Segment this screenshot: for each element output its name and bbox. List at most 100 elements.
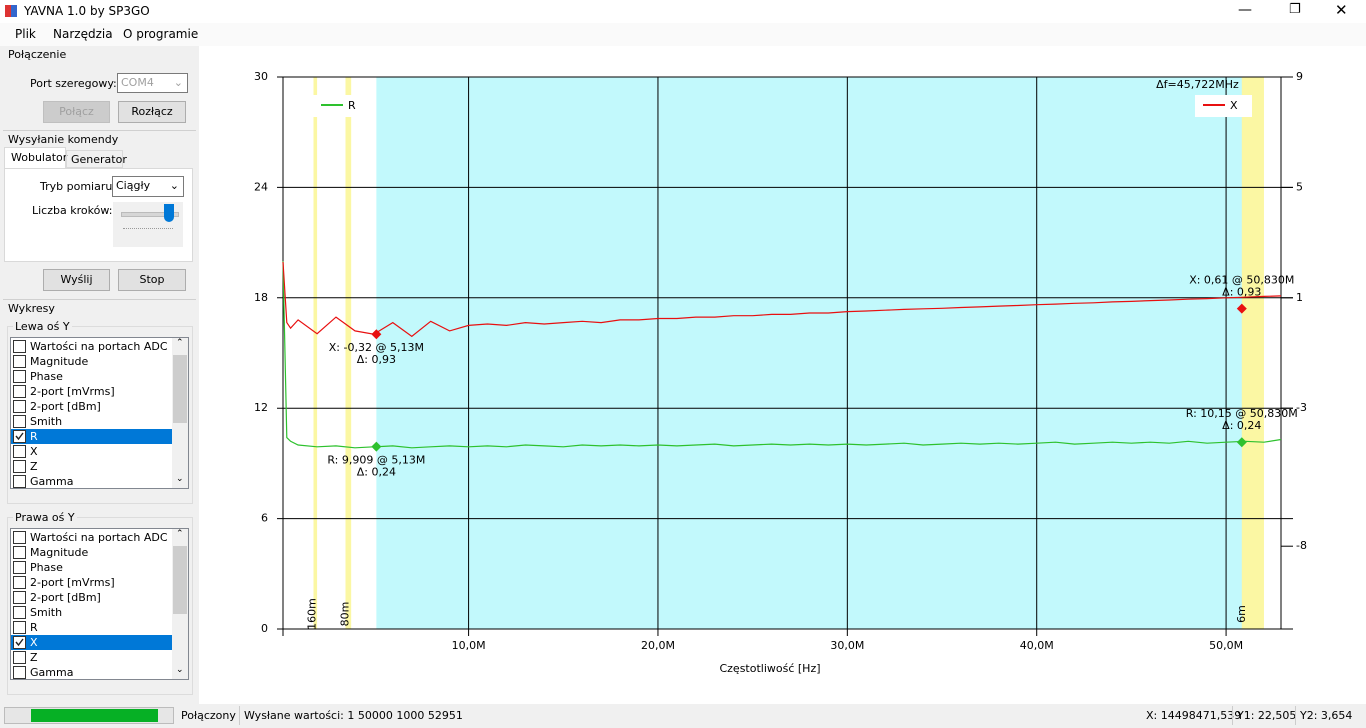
port-combo[interactable]: COM4 ⌄: [117, 73, 188, 93]
list-item[interactable]: Smith: [11, 414, 172, 429]
item-label: 2-port [mVrms]: [30, 385, 115, 398]
y2-tick-label: -8: [1296, 539, 1307, 552]
status-text: X: 14498471,539: [1146, 709, 1242, 722]
tab[interactable]: Generator: [66, 150, 127, 168]
connect-button[interactable]: Połącz: [43, 101, 110, 123]
checkbox[interactable]: [13, 531, 26, 544]
y2-tick-label: 9: [1296, 70, 1303, 83]
band: [345, 77, 352, 629]
tab[interactable]: Wobulator: [4, 147, 67, 168]
y-tick-label: 0: [261, 622, 268, 635]
checkbox[interactable]: [13, 666, 26, 679]
checkbox[interactable]: [13, 355, 26, 368]
checkbox[interactable]: [13, 430, 26, 443]
stop-button[interactable]: Stop: [118, 269, 186, 291]
checkbox[interactable]: [13, 591, 26, 604]
marker: [1236, 437, 1247, 448]
marker-span: [376, 77, 1242, 629]
status-text: Połączony: [181, 709, 236, 722]
checkbox[interactable]: [13, 621, 26, 634]
scrollbar[interactable]: ⌃ ⌄: [172, 338, 188, 488]
title-bar: YAVNA 1.0 by SP3GO — ❐ ✕: [0, 0, 1366, 23]
checkbox[interactable]: [13, 576, 26, 589]
list-item[interactable]: 2-port [mVrms]: [11, 575, 172, 590]
item-label: R: [30, 621, 38, 634]
minimize-button[interactable]: —: [1238, 2, 1252, 18]
band-label: 6m: [1235, 605, 1248, 623]
band: [313, 77, 318, 629]
list-item[interactable]: X: [11, 635, 172, 650]
list-item[interactable]: R: [11, 620, 172, 635]
menu-item[interactable]: Narzędzia: [53, 27, 113, 41]
marker-delta: Δ: 0,93: [1222, 286, 1261, 299]
list-item[interactable]: Wartości na portach ADC: [11, 339, 172, 354]
marker-label: X: 0,61 @ 50,830M: [1189, 274, 1294, 287]
menu-item[interactable]: Plik: [15, 27, 36, 41]
list-item[interactable]: Phase: [11, 560, 172, 575]
checkbox[interactable]: [13, 400, 26, 413]
list-item[interactable]: Z: [11, 459, 172, 474]
group-title: Wysyłanie komendy: [8, 133, 119, 146]
maximize-button[interactable]: ❐: [1289, 2, 1301, 17]
checkbox[interactable]: [13, 561, 26, 574]
checkbox[interactable]: [13, 460, 26, 473]
marker: [371, 441, 382, 452]
checkbox[interactable]: [13, 415, 26, 428]
y-tick-label: 12: [254, 401, 268, 414]
y-tick-label: 24: [254, 180, 268, 193]
y-tick-label: 6: [261, 512, 268, 525]
list-item[interactable]: Magnitude: [11, 545, 172, 560]
checkbox[interactable]: [13, 606, 26, 619]
label: Tryb pomiaru:: [40, 180, 117, 193]
group-box: [7, 517, 193, 695]
item-label: R: [30, 430, 38, 443]
list-item[interactable]: Z: [11, 650, 172, 665]
legend-label: R: [348, 99, 356, 112]
item-label: Magnitude: [30, 355, 89, 368]
list-item[interactable]: 2-port [dBm]: [11, 399, 172, 414]
group-title: Prawa oś Y: [13, 511, 77, 524]
status-bar: Połączony Wysłane wartości: 1 50000 1000…: [0, 704, 1366, 728]
list-item[interactable]: Gamma: [11, 665, 172, 679]
list-item[interactable]: 2-port [dBm]: [11, 590, 172, 605]
item-label: Smith: [30, 606, 63, 619]
list-item[interactable]: X: [11, 444, 172, 459]
list-item[interactable]: Smith: [11, 605, 172, 620]
item-label: X: [30, 636, 38, 649]
steps-slider[interactable]: [113, 202, 183, 247]
item-label: Z: [30, 651, 38, 664]
checkbox[interactable]: [13, 340, 26, 353]
scrollbar[interactable]: ⌃ ⌄: [172, 529, 188, 679]
list-item[interactable]: R: [11, 429, 172, 444]
separator: [3, 130, 196, 131]
checkbox[interactable]: [13, 385, 26, 398]
disconnect-button[interactable]: Rozłącz: [118, 101, 186, 123]
menu-item[interactable]: O programie: [123, 27, 199, 41]
label: Port szeregowy:: [30, 77, 117, 90]
list-item[interactable]: Phase: [11, 369, 172, 384]
checkbox[interactable]: [13, 445, 26, 458]
marker-delta: Δ: 0,24: [357, 466, 396, 479]
legend-label: X: [1230, 99, 1238, 112]
y2-tick-label: 5: [1296, 180, 1303, 193]
checkbox[interactable]: [13, 546, 26, 559]
close-button[interactable]: ✕: [1335, 1, 1348, 19]
checkbox[interactable]: [13, 651, 26, 664]
menu-bar: Plik Narzędzia O programie: [0, 23, 1366, 46]
marker-delta: Δ: 0,93: [357, 353, 396, 366]
checkbox[interactable]: [13, 475, 26, 488]
checkbox[interactable]: [13, 636, 26, 649]
checkbox[interactable]: [13, 370, 26, 383]
item-label: Smith: [30, 415, 63, 428]
x-tick-label: 10,0M: [452, 639, 486, 652]
band-label: 80m: [338, 602, 351, 627]
list-item[interactable]: 2-port [mVrms]: [11, 384, 172, 399]
list-item[interactable]: Magnitude: [11, 354, 172, 369]
status-text: Wysłane wartości: 1 50000 1000 52951: [244, 709, 463, 722]
separator: [1232, 706, 1233, 725]
list-item[interactable]: Wartości na portach ADC: [11, 530, 172, 545]
list-item[interactable]: Gamma: [11, 474, 172, 488]
mode-combo[interactable]: Ciągły ⌄: [112, 176, 184, 197]
send-button[interactable]: Wyślij: [43, 269, 110, 291]
group-title: Lewa oś Y: [13, 320, 72, 333]
